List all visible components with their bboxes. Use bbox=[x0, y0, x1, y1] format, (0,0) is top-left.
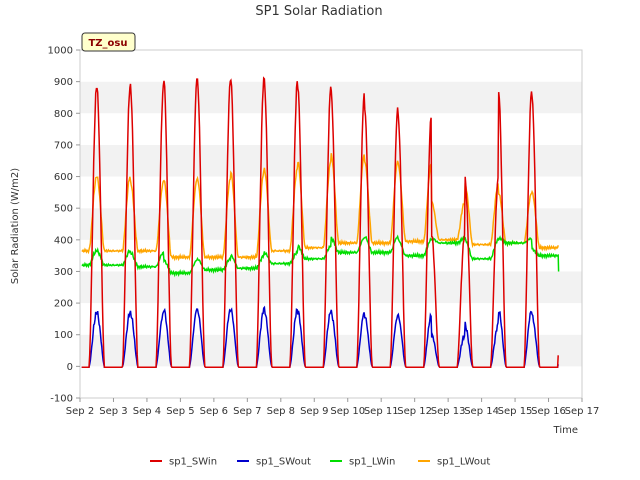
x-tick-label: Sep 7 bbox=[233, 406, 261, 417]
y-tick-label: 900 bbox=[54, 77, 73, 88]
station-badge: TZ_osu bbox=[81, 32, 136, 52]
grid-band bbox=[80, 113, 582, 145]
grid-band bbox=[80, 366, 582, 398]
grid-bands bbox=[80, 50, 582, 398]
legend-label-sp1_SWin: sp1_SWin bbox=[169, 457, 217, 468]
grid-band bbox=[80, 334, 582, 367]
grid-band bbox=[80, 176, 582, 209]
x-tick-label: Sep 16 bbox=[531, 406, 566, 417]
x-axis-label: Time bbox=[553, 425, 578, 436]
legend-label-sp1_SWout: sp1_SWout bbox=[256, 457, 311, 468]
x-tick-label: Sep 9 bbox=[300, 406, 328, 417]
grid-band bbox=[80, 50, 582, 82]
x-tick-label: Sep 14 bbox=[464, 406, 499, 417]
x-axis: Sep 2 Sep 3 Sep 4 Sep 5 Sep 6 Sep 7 Sep 8 Sep 9… bbox=[66, 398, 600, 417]
x-tick-label: Sep 13 bbox=[431, 406, 466, 417]
y-tick-label: 200 bbox=[54, 299, 73, 310]
x-tick-label: Sep 3 bbox=[99, 406, 127, 417]
legend-label-sp1_LWout: sp1_LWout bbox=[437, 457, 490, 468]
x-tick-label: Sep 8 bbox=[267, 406, 295, 417]
y-tick-label: 800 bbox=[54, 109, 73, 120]
series-line-sp1_SWin bbox=[81, 76, 559, 369]
y-tick-label: 600 bbox=[54, 172, 73, 183]
x-tick-label: Sep 10 bbox=[330, 406, 365, 417]
y-tick-label: 700 bbox=[54, 140, 73, 151]
x-tick-label: Sep 4 bbox=[133, 406, 161, 417]
y-tick-label: 500 bbox=[54, 204, 73, 215]
y-tick-label: 0 bbox=[67, 362, 73, 373]
x-tick-label: Sep 11 bbox=[364, 406, 399, 417]
station-badge-text: TZ_osu bbox=[88, 38, 127, 49]
series-line-sp1_LWin bbox=[81, 234, 560, 278]
grid-band bbox=[80, 303, 582, 335]
x-tick-label: Sep 6 bbox=[200, 406, 228, 417]
x-tick-label: Sep 12 bbox=[397, 406, 432, 417]
y-axis: -100 0 100 200 300 400 500 600 700 800 900 1000 bbox=[48, 46, 80, 405]
y-tick-label: 300 bbox=[54, 267, 73, 278]
legend-label-sp1_LWin: sp1_LWin bbox=[349, 457, 395, 468]
series-lines bbox=[81, 76, 560, 369]
y-tick-label: 100 bbox=[54, 330, 73, 341]
x-tick-label: Sep 2 bbox=[66, 406, 94, 417]
legend: sp1_SWin sp1_SWout sp1_LWin sp1_LWout bbox=[150, 457, 490, 468]
series-line-sp1_LWout bbox=[81, 153, 559, 262]
plot-area-border bbox=[79, 49, 583, 399]
chart-title: SP1 Solar Radiation bbox=[255, 4, 382, 19]
y-tick-label: 1000 bbox=[48, 46, 73, 57]
x-tick-label: Sep 5 bbox=[166, 406, 194, 417]
y-tick-label: 400 bbox=[54, 235, 73, 246]
grid-band bbox=[80, 208, 582, 240]
x-tick-label: Sep 17 bbox=[565, 406, 600, 417]
y-axis-label: Solar Radiation (W/m2) bbox=[10, 168, 21, 284]
grid-band bbox=[80, 271, 582, 304]
y-tick-label: -100 bbox=[50, 394, 73, 405]
x-tick-label: Sep 15 bbox=[498, 406, 533, 417]
